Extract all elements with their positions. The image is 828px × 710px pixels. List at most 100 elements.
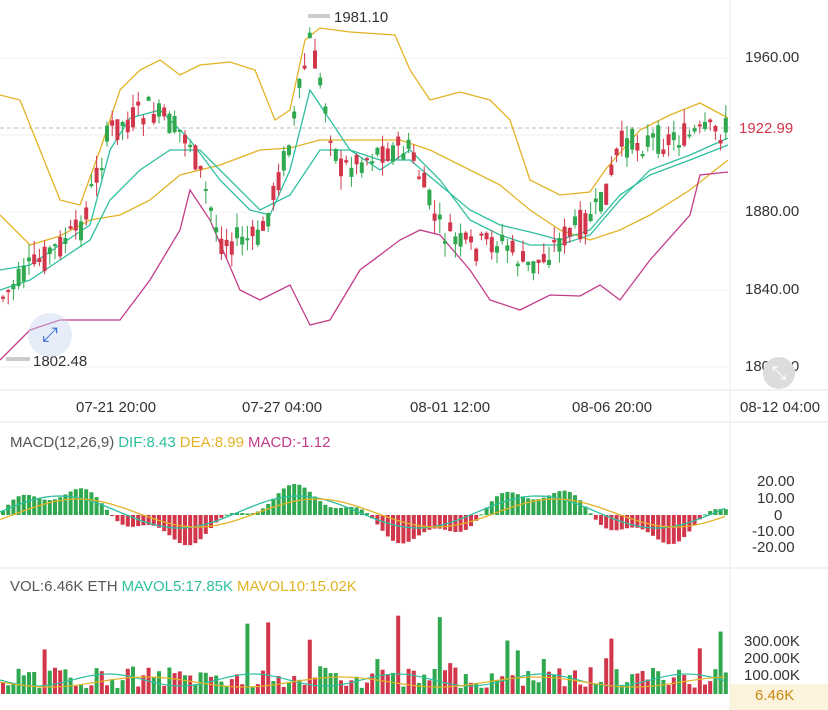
ma-line [0, 144, 729, 291]
volume-bar [713, 669, 718, 694]
y-tick: 20.00 [757, 473, 795, 490]
candle-body [495, 246, 499, 253]
candle-body [73, 219, 78, 231]
expand-arrows-icon[interactable]: ⤢ [28, 313, 72, 357]
macd-bar [193, 515, 198, 544]
macd-bar [365, 513, 369, 515]
macd-bar [42, 499, 47, 515]
candle-body [271, 185, 276, 201]
volume-bar [323, 667, 328, 694]
candle-body [151, 113, 156, 123]
candle-body [99, 168, 104, 171]
macd-bar [224, 514, 229, 516]
x-tick: 08-12 04:00 [740, 399, 821, 416]
chevron-collapse-icon[interactable]: ⤡ [763, 357, 795, 389]
macd-bar [562, 490, 567, 515]
volume-bar [219, 681, 224, 694]
macd-bar [609, 515, 614, 531]
dea-line [0, 498, 726, 528]
volume-bar [536, 682, 541, 694]
candle-body [510, 240, 515, 253]
volume-bar [79, 685, 83, 694]
volume-bar [235, 674, 239, 694]
macd-bar [53, 499, 57, 515]
candle-body [209, 207, 213, 211]
volume-bar [162, 685, 167, 694]
volume-bar [671, 677, 676, 694]
dif-line [0, 495, 726, 529]
candle-body [141, 118, 146, 125]
candle-body [422, 172, 427, 188]
candle-body [484, 232, 489, 240]
candle-body [609, 164, 614, 175]
candle-body [120, 121, 125, 127]
candle-body [125, 119, 130, 133]
candle-body [53, 244, 57, 247]
candle-body [6, 290, 11, 293]
macd-bar [370, 515, 375, 519]
candle-body [94, 167, 99, 183]
volume-bar [37, 687, 42, 694]
candle-body [443, 240, 447, 244]
macd-bar [526, 498, 531, 515]
volume-bar [42, 649, 47, 694]
y-tick: 200.00K [744, 650, 800, 667]
volume-bar [541, 658, 546, 694]
volume-bar [292, 676, 297, 694]
volume-bar [328, 673, 333, 694]
candle-body [713, 125, 718, 132]
candle-body [63, 238, 68, 245]
macd-bar [214, 515, 219, 523]
volume-bar [391, 672, 395, 694]
candle-body [1, 296, 5, 299]
upper-band [0, 27, 729, 206]
volume-bar [661, 679, 666, 694]
volume-bar [110, 679, 115, 694]
candle-body [188, 144, 193, 148]
candle-body [380, 146, 385, 163]
y-tick: -20.00 [752, 539, 795, 556]
volume-bar [588, 667, 593, 694]
macd-bar [131, 515, 135, 527]
volume-bar [604, 658, 609, 694]
macd-bar [718, 508, 723, 515]
candle-body [359, 162, 364, 173]
volume-bar [339, 680, 343, 694]
volume-bar [115, 687, 120, 694]
volume-bar [240, 684, 245, 694]
volume-bar [609, 638, 614, 694]
macd-bar [359, 509, 364, 515]
volume-bar [131, 666, 135, 694]
volume-bar [177, 671, 182, 694]
volume-bar [84, 687, 89, 694]
candle-body [198, 165, 203, 170]
low-price-label: 1802.48 [33, 353, 88, 370]
macd-legend: MACD(12,26,9) DIF:8.43 DEA:8.99 MACD:-1.12 [10, 434, 334, 451]
volume-bar [53, 667, 57, 694]
macd-bar [588, 513, 593, 515]
candle-body [469, 236, 473, 243]
macd-bar [105, 509, 109, 515]
candle-body [27, 257, 31, 262]
candle-body [458, 233, 463, 247]
volume-bar [266, 622, 271, 694]
candle-body [521, 251, 525, 262]
candle-body [37, 258, 42, 263]
candle-body [630, 128, 635, 150]
candle-body [604, 183, 609, 205]
candle-body [557, 238, 562, 252]
volume-bar [510, 675, 515, 694]
candle-body [614, 148, 619, 156]
candle-body [635, 142, 640, 151]
candle-body [474, 248, 479, 262]
candle-body [552, 239, 557, 243]
candle-body [146, 96, 151, 101]
candle-body [318, 77, 323, 86]
volume-bar [32, 672, 37, 694]
candle-body [489, 237, 494, 253]
volume-bar [365, 682, 369, 694]
candle-body [666, 134, 671, 146]
candle-body [437, 214, 442, 220]
volume-bar [448, 663, 453, 694]
